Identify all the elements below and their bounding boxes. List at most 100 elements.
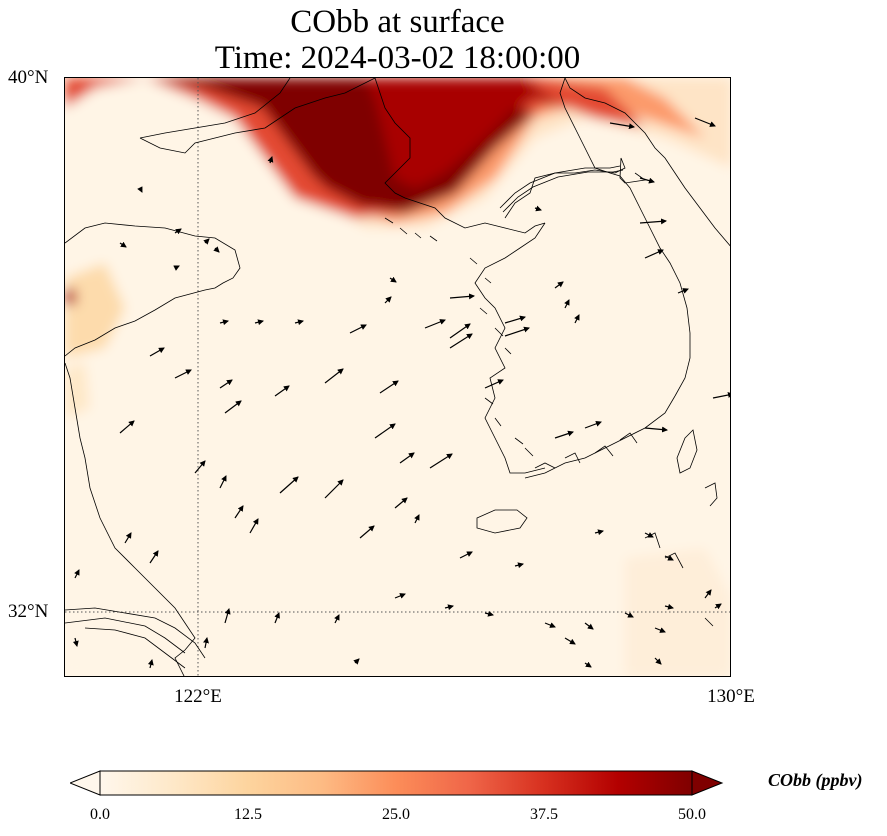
colorbar-tick-1: 12.5 bbox=[234, 806, 262, 823]
wind-vector-arrow bbox=[504, 326, 530, 337]
coastline-korea-east bbox=[559, 78, 691, 397]
coastlines bbox=[65, 78, 730, 676]
wind-vector-arrow bbox=[254, 319, 264, 326]
wind-vector-arrow bbox=[279, 476, 299, 494]
wind-vector-arrow bbox=[219, 379, 233, 389]
colorbar-label: CObb (ppbv) bbox=[768, 770, 863, 790]
wind-vector-arrow bbox=[584, 622, 594, 630]
wind-vector-arrow bbox=[664, 555, 674, 561]
wind-vector-arrow bbox=[424, 319, 446, 329]
wind-vector-arrow bbox=[664, 603, 674, 610]
wind-vector-arrow bbox=[484, 379, 504, 389]
colorbar-tick-3: 37.5 bbox=[530, 806, 558, 823]
wind-vector-arrow bbox=[147, 659, 154, 669]
wind-vector-arrow bbox=[677, 288, 689, 294]
wind-vector-arrow bbox=[173, 265, 180, 271]
colorbar-extend-high bbox=[691, 770, 724, 796]
wind-vector-arrow bbox=[574, 314, 580, 324]
islands-west-korea bbox=[469, 257, 534, 457]
lon-label-122e: 122°E bbox=[174, 686, 222, 707]
wind-vector-arrow bbox=[429, 453, 453, 469]
wind-vector-arrow bbox=[124, 532, 132, 544]
map-canvas bbox=[65, 78, 730, 676]
coastline-yangtze-estuary bbox=[65, 607, 206, 669]
coastline-liaodong bbox=[139, 78, 376, 154]
wind-vector-arrow bbox=[219, 475, 227, 489]
wind-vector-arrow bbox=[149, 550, 159, 564]
wind-vector-arrow bbox=[484, 610, 494, 617]
lon-label-130e: 130°E bbox=[707, 686, 755, 707]
concentration-field bbox=[65, 78, 730, 676]
wind-vector-arrow bbox=[449, 293, 475, 300]
wind-vector-arrow bbox=[399, 452, 415, 464]
wind-vector-arrow bbox=[294, 319, 304, 326]
wind-vector-arrow bbox=[324, 479, 344, 499]
wind-vector-arrow bbox=[72, 637, 79, 647]
coastline-china-jiangsu bbox=[65, 362, 196, 676]
wind-vector-arrow bbox=[137, 186, 143, 193]
gridlines bbox=[65, 78, 730, 676]
colorbar-body bbox=[99, 770, 693, 796]
wind-vector-arrow bbox=[203, 637, 209, 649]
coastline-korea-north bbox=[564, 78, 730, 247]
wind-vector-arrow bbox=[544, 622, 556, 628]
wind-vector-arrow bbox=[194, 460, 206, 474]
wind-vector-arrow bbox=[704, 589, 712, 599]
wind-vector-arrow bbox=[119, 420, 135, 434]
wind-vector-arrow bbox=[554, 281, 564, 289]
wind-vector-arrow bbox=[694, 117, 716, 127]
wind-vector-arrow bbox=[639, 218, 667, 225]
map-title-line-1: CObb at surface bbox=[290, 4, 505, 40]
wind-vector-arrow bbox=[213, 246, 220, 253]
wind-vector-arrow bbox=[644, 426, 668, 433]
wind-vector-arrow bbox=[359, 525, 375, 539]
wind-vector-arrow bbox=[267, 156, 274, 164]
lat-label-40n: 40°N bbox=[8, 67, 49, 88]
wind-vector-arrow bbox=[224, 400, 242, 414]
coastline-bohai-north bbox=[374, 78, 546, 234]
islands-bohai bbox=[384, 217, 438, 242]
wind-vector-arrow bbox=[534, 205, 542, 212]
wind-vector-arrow bbox=[174, 369, 192, 379]
wind-vector-arrow bbox=[379, 380, 399, 394]
wind-vector-arrow bbox=[504, 315, 526, 324]
wind-vector-arrow bbox=[394, 593, 406, 599]
wind-vector-arrow bbox=[389, 276, 397, 283]
wind-vector-arrow bbox=[324, 368, 344, 384]
border-river bbox=[499, 165, 624, 213]
map-title-line-2: Time: 2024-03-02 18:00:00 bbox=[214, 40, 581, 76]
wind-vector-arrow bbox=[584, 420, 602, 429]
wind-vector-arrow bbox=[249, 518, 259, 534]
colorbar-extend-low bbox=[70, 770, 101, 796]
islands-south bbox=[534, 429, 718, 627]
wind-vector-arrow bbox=[334, 614, 340, 624]
wind-vector-arrow bbox=[644, 532, 654, 538]
wind-vector-arrow bbox=[353, 658, 360, 665]
wind-vector-arrow bbox=[714, 603, 722, 610]
wind-vector-arrow bbox=[274, 612, 280, 624]
wind-vector-arrow bbox=[639, 177, 655, 184]
wind-vector-arrow bbox=[594, 529, 604, 536]
wind-vector-arrow bbox=[564, 299, 570, 309]
wind-vector-arrow bbox=[554, 430, 574, 439]
wind-vector-arrow bbox=[219, 319, 229, 326]
wind-vector-arrow bbox=[449, 333, 473, 349]
wind-vector-arrow bbox=[374, 423, 396, 439]
wind-vector-arrow bbox=[234, 505, 244, 519]
colorbar bbox=[70, 770, 724, 796]
wind-vector-arrow bbox=[609, 122, 635, 130]
wind-vector-arrow bbox=[274, 385, 290, 397]
wind-vector-arrow bbox=[459, 551, 473, 559]
colorbar-tick-0: 0.0 bbox=[90, 806, 110, 823]
wind-vector-arrow bbox=[654, 627, 666, 633]
wind-vector-arrow bbox=[414, 514, 420, 524]
wind-vector-arrow bbox=[712, 392, 730, 399]
map-plot-area bbox=[64, 77, 731, 677]
wind-vector-arrow bbox=[564, 637, 576, 645]
wind-vector-arrow bbox=[654, 657, 662, 665]
wind-vector-arrow bbox=[394, 497, 408, 509]
wind-vector-arrow bbox=[119, 241, 127, 248]
colorbar-tick-2: 25.0 bbox=[382, 806, 410, 823]
colorbar-tick-4: 50.0 bbox=[678, 806, 706, 823]
wind-vector-arrow bbox=[384, 296, 392, 304]
